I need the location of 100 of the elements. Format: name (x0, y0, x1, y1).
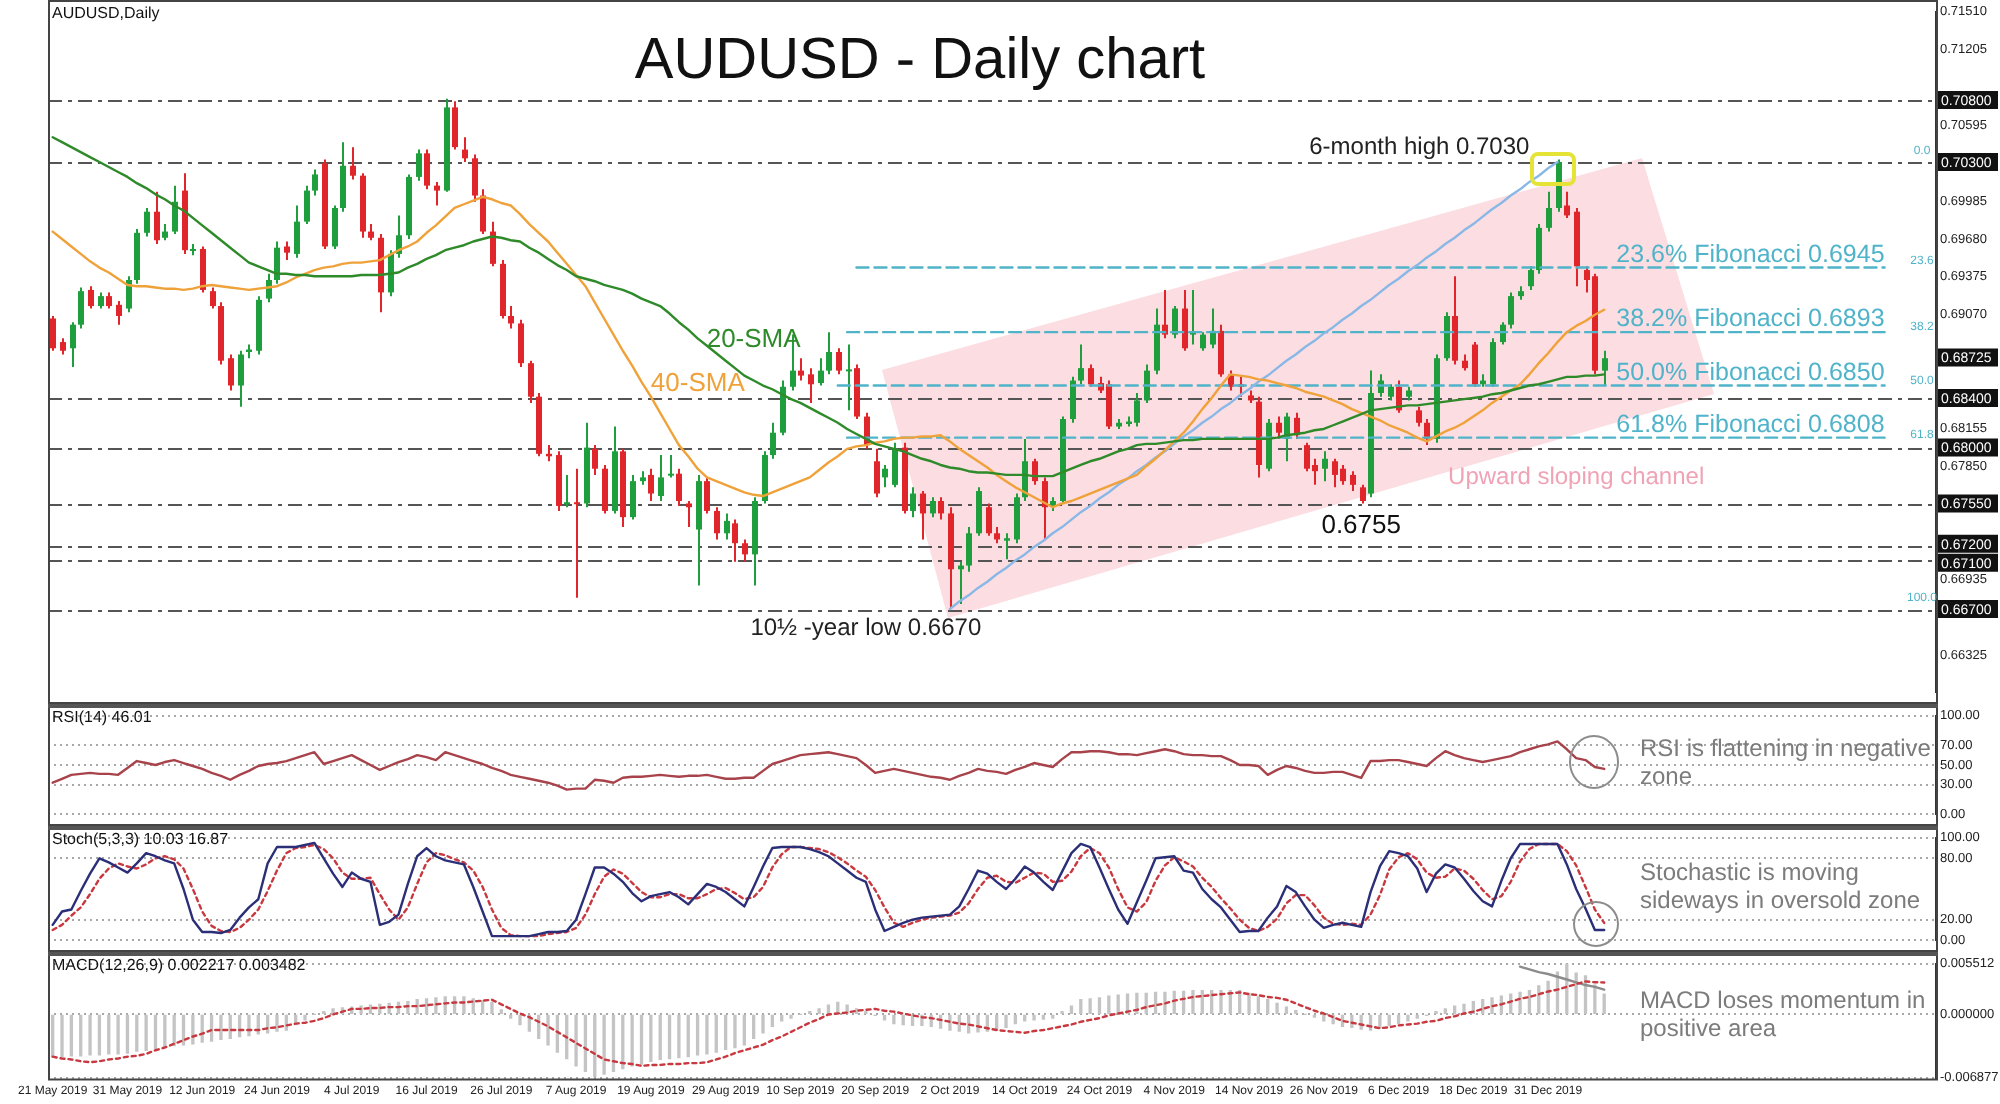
candlestick (1134, 391, 1140, 428)
candlestick (472, 153, 478, 203)
line-series (51, 980, 1606, 1068)
candlestick (228, 353, 234, 392)
candlestick (668, 454, 674, 479)
candlestick (294, 204, 300, 259)
candlestick (50, 314, 56, 352)
candlestick (172, 184, 178, 236)
candlestick (602, 463, 608, 515)
candlestick (658, 454, 664, 502)
candlestick (238, 349, 244, 408)
candlestick (1172, 305, 1178, 340)
candlestick (742, 538, 748, 563)
candlestick (508, 305, 514, 330)
candlestick (1602, 349, 1608, 387)
candlestick (332, 204, 338, 250)
series-label: 20-SMA (706, 322, 802, 353)
candlestick (836, 347, 842, 376)
candlestick (210, 286, 216, 310)
candlestick (1360, 483, 1366, 505)
candlestick (676, 467, 682, 507)
candlestick (126, 275, 132, 314)
candlestick (938, 496, 944, 521)
candlestick (1070, 375, 1076, 424)
candlestick (1032, 457, 1038, 486)
candlestick (462, 136, 468, 164)
candlestick (1004, 532, 1010, 561)
candlestick (304, 184, 310, 226)
candlestick (1564, 190, 1570, 219)
candlestick (1322, 450, 1328, 483)
candlestick (762, 450, 768, 505)
candlestick (1416, 405, 1422, 428)
candlestick (1304, 441, 1310, 473)
annotation: MACD loses momentum in positive area (1640, 986, 1928, 1042)
candlestick (920, 490, 926, 541)
candlestick (630, 473, 636, 521)
candlestick (1332, 457, 1338, 489)
series-label: 61.8% Fibonacci 0.6808 (1616, 409, 1885, 438)
candlestick (518, 318, 524, 368)
candlestick (154, 190, 160, 245)
candlestick (826, 331, 832, 376)
annotation: Stochastic is moving sideways in oversold zone (1640, 858, 1923, 914)
candlestick (340, 141, 346, 213)
candlestick (424, 148, 430, 191)
annotation: 0.6755 (1321, 509, 1401, 540)
candlestick (592, 444, 598, 476)
candlestick (1154, 307, 1160, 376)
candlestick (480, 188, 486, 236)
candlestick (490, 220, 496, 268)
candlestick (808, 367, 814, 404)
candlestick (910, 486, 916, 519)
annotation: AUDUSD,Daily (52, 4, 160, 22)
candlestick (1452, 275, 1458, 366)
annotation: RSI is flattening in negative zone (1640, 734, 1933, 790)
candlestick (1218, 323, 1224, 378)
chart-title: RSI(14) 46.01 (52, 708, 152, 726)
candlestick (564, 473, 570, 509)
candlestick (1536, 223, 1542, 275)
candlestick (780, 379, 786, 437)
candlestick (1200, 331, 1206, 352)
candlestick (134, 228, 140, 285)
candlestick (1182, 288, 1188, 352)
chart-title: AUDUSD - Daily chart (632, 28, 1208, 94)
series-label: 50.0% Fibonacci 0.6850 (1616, 357, 1885, 386)
candlestick (1546, 190, 1552, 233)
candlestick (284, 240, 290, 262)
candlestick (1508, 291, 1514, 330)
candlestick (1014, 492, 1020, 545)
candlestick (116, 300, 122, 326)
chart-title: Stoch(5,3,3) 10.03 16.87 (52, 830, 229, 848)
candlestick (1444, 311, 1450, 362)
candlestick (704, 476, 710, 515)
candlestick (966, 526, 972, 573)
candlestick (846, 343, 852, 412)
candlestick (1276, 415, 1282, 440)
candlestick (200, 245, 206, 294)
candlestick (686, 499, 692, 529)
candlestick (144, 206, 150, 238)
candlestick (818, 357, 824, 387)
annotation: 6-month high 0.7030 (1309, 132, 1531, 161)
candlestick (574, 467, 580, 599)
candlestick (1472, 341, 1478, 388)
candlestick (930, 496, 936, 519)
candlestick (452, 100, 458, 151)
candlestick (714, 506, 720, 541)
candlestick (1528, 265, 1534, 291)
candlestick (648, 467, 654, 502)
series-label: 40-SMA (650, 366, 746, 397)
candlestick (528, 359, 534, 404)
annotation: 10½ -year low 0.6670 (750, 613, 982, 642)
candlestick (1340, 463, 1346, 486)
candlestick (1106, 379, 1112, 430)
candlestick (350, 146, 356, 181)
series-label: 23.6% Fibonacci 0.6945 (1616, 239, 1885, 268)
series-label: 38.2% Fibonacci 0.6893 (1616, 304, 1885, 333)
annotation: Upward sloping channel (1448, 462, 1705, 490)
candlestick (434, 180, 440, 207)
candlestick (1078, 343, 1084, 386)
candlestick (70, 321, 76, 368)
candlestick (78, 286, 84, 330)
